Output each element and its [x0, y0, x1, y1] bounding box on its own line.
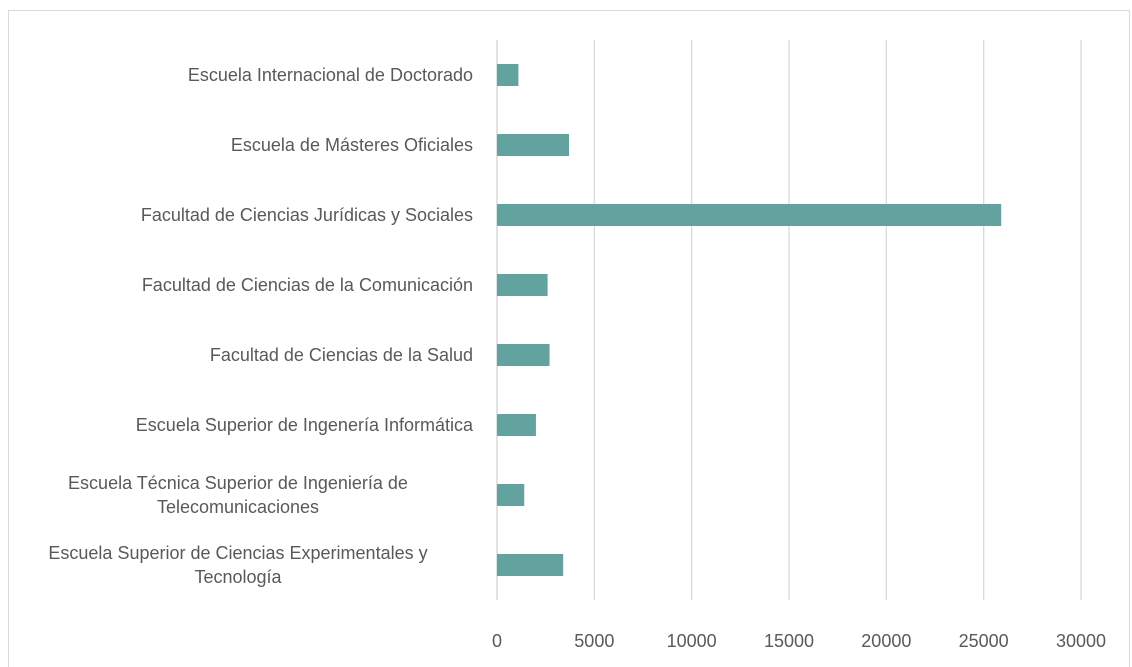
- category-label-box: Escuela Superior de Ciencias Experimenta…: [3, 541, 473, 589]
- category-label-box: Facultad de Ciencias Jurídicas y Sociale…: [3, 203, 473, 227]
- x-tick-label: 5000: [574, 631, 614, 651]
- category-label-box: Escuela Superior de Ingenería Informátic…: [3, 413, 473, 437]
- bar: [497, 414, 536, 436]
- y-tick-label: Escuela Superior de Ciencias Experimenta…: [48, 543, 428, 587]
- y-tick-label: Escuela Internacional de Doctorado: [187, 65, 473, 85]
- bar: [497, 554, 564, 576]
- bar: [497, 274, 548, 296]
- y-tick-label: Escuela de Másteres Oficiales: [230, 135, 473, 155]
- bar: [497, 204, 1002, 226]
- y-tick-label: Facultad de Ciencias Jurídicas y Sociale…: [140, 205, 473, 225]
- chart-frame: [8, 10, 1130, 667]
- category-label-box: Facultad de Ciencias de la Salud: [3, 343, 473, 367]
- category-label-box: Facultad de Ciencias de la Comunicación: [3, 273, 473, 297]
- y-tick-label: Escuela Superior de Ingenería Informátic…: [135, 415, 473, 435]
- category-label-box: Escuela Internacional de Doctorado: [3, 63, 473, 87]
- x-tick-label: 15000: [764, 631, 814, 651]
- bar: [497, 64, 519, 86]
- y-tick-label: Facultad de Ciencias de la Comunicación: [141, 275, 473, 295]
- x-tick-label: 25000: [959, 631, 1009, 651]
- bar: [497, 134, 570, 156]
- y-tick-label: Escuela Técnica Superior de Ingeniería d…: [68, 473, 408, 517]
- bar: [497, 344, 550, 366]
- category-label-box: Escuela Técnica Superior de Ingeniería d…: [3, 471, 473, 519]
- category-label-box: Escuela de Másteres Oficiales: [3, 133, 473, 157]
- y-tick-label: Facultad de Ciencias de la Salud: [209, 345, 473, 365]
- bar: [497, 484, 525, 506]
- x-tick-label: 20000: [861, 631, 911, 651]
- x-tick-label: 0: [492, 631, 502, 651]
- x-tick-label: 10000: [667, 631, 717, 651]
- x-tick-label: 30000: [1056, 631, 1106, 651]
